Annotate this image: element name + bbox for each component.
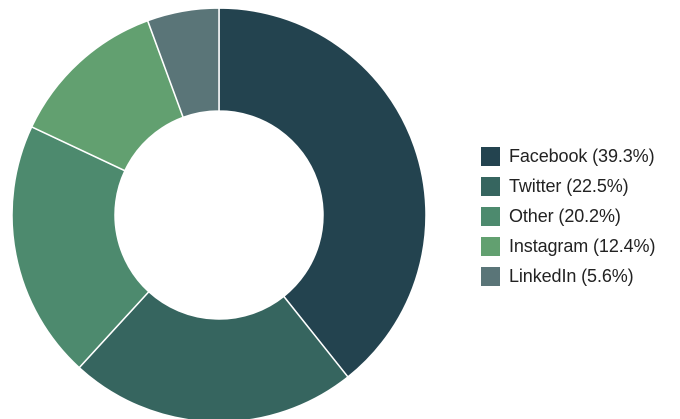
legend-swatch-facebook (481, 146, 500, 166)
slice-facebook (218, 7, 427, 379)
legend-swatch-instagram (481, 236, 500, 256)
legend-label-facebook: Facebook (39.3%) (509, 145, 655, 166)
legend-swatch-linkedin (481, 266, 500, 286)
slice-other (11, 125, 150, 369)
legend-item-twitter: Twitter (22.5%) (481, 171, 676, 201)
chart-legend: Facebook (39.3%) Twitter (22.5%) Other (… (481, 141, 676, 291)
slice-linkedin (146, 7, 220, 119)
legend-label-twitter: Twitter (22.5%) (509, 175, 629, 196)
legend-label-linkedin: LinkedIn (5.6%) (509, 265, 634, 286)
slice-twitter (78, 290, 349, 419)
legend-label-other: Other (20.2%) (509, 205, 621, 226)
legend-label-instagram: Instagram (12.4%) (509, 235, 656, 256)
legend-swatch-other (481, 206, 500, 226)
legend-item-linkedin: LinkedIn (5.6%) (481, 261, 676, 291)
legend-item-other: Other (20.2%) (481, 201, 676, 231)
legend-swatch-twitter (481, 176, 500, 196)
legend-item-instagram: Instagram (12.4%) (481, 231, 676, 261)
legend-item-facebook: Facebook (39.3%) (481, 141, 676, 171)
